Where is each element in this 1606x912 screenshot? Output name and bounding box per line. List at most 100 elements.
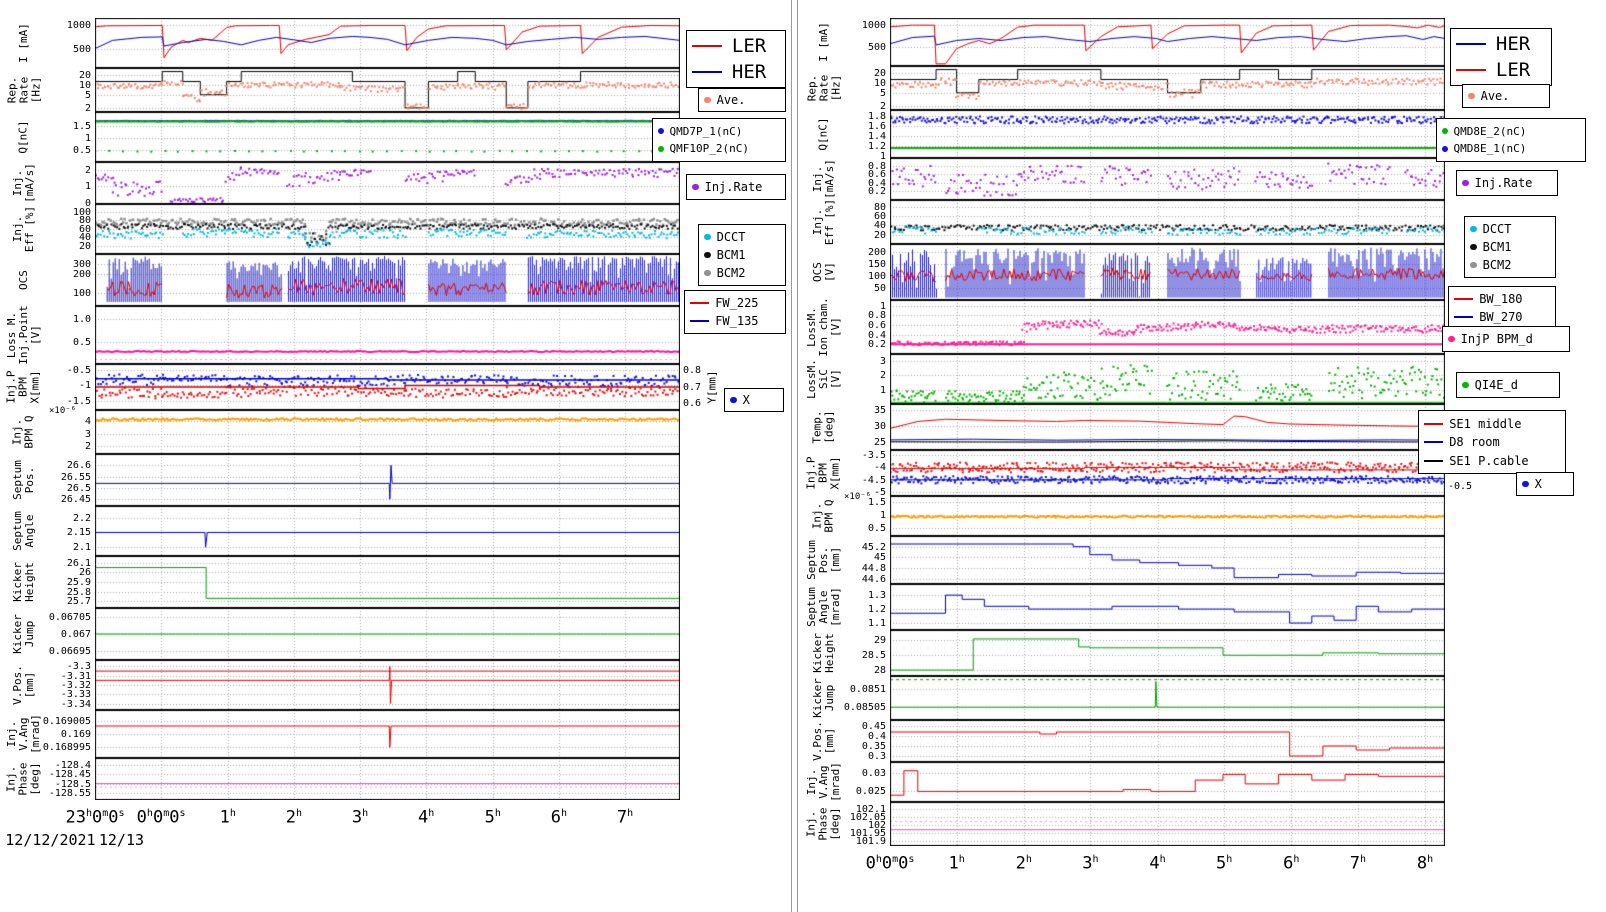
strip-chart-right-row-2: [890, 110, 1445, 158]
y-tick-label: 44.6: [861, 573, 886, 585]
y-tick-label: 26.5: [66, 482, 91, 494]
y-axis-label: Inj.P BPM X[mm]: [5, 370, 42, 404]
y-tick-label: 2.15: [66, 527, 91, 539]
legend-item: BCM2: [704, 266, 780, 280]
y-tick-label: 25.9: [66, 577, 91, 588]
legend-item: FW_225: [690, 296, 780, 310]
strip-chart-right-row-15: [890, 720, 1445, 762]
x-tick-label: 2h: [1015, 853, 1032, 874]
y-tick-label: 0.169: [60, 729, 91, 740]
dot-marker-icon: [704, 251, 711, 259]
y-axis-label: Inj. Phase [deg]: [805, 807, 842, 841]
legend-box-ler: LER HER: [686, 30, 786, 88]
legend-label: QMD7P_1(nC): [669, 124, 743, 138]
y-axis-label: Q[nC]: [17, 120, 30, 154]
y-tick-label: 0.08505: [843, 702, 886, 714]
y-tick-label: 50: [873, 283, 886, 295]
axis-scale-note: ×10⁻⁶: [844, 492, 872, 502]
legend-item: Ave.: [704, 93, 780, 107]
legend-item: BW_270: [1454, 310, 1550, 324]
strip-chart-left-row-1: [95, 68, 680, 112]
y-tick-label: 1.2: [867, 604, 886, 616]
y-tick-label: 1.8: [867, 110, 886, 122]
legend-box-dcct: DCCT BCM1 BCM2: [1464, 216, 1556, 278]
strip-chart-right-row-10: [890, 496, 1445, 536]
y-tick-label: -5: [873, 487, 886, 499]
legend-box-qmd7p-1-nc-: QMD7P_1(nC) QMF10P_2(nC): [652, 118, 786, 162]
dot-marker-icon: [1448, 335, 1455, 343]
y-axis-label: Inj. V.Ang [mrad]: [805, 762, 842, 802]
y-tick-label: 5: [879, 87, 886, 99]
line-marker-icon: [1454, 316, 1474, 318]
y-axis-label: OCS [V]: [811, 262, 836, 282]
legend-item: QI4E_d: [1462, 378, 1554, 392]
line-marker-icon: [690, 302, 710, 304]
legend-label: SE1 P.cable: [1449, 453, 1529, 468]
dot-marker-icon: [1470, 225, 1477, 233]
y-axis-label: Septum Angle [mrad]: [805, 587, 842, 627]
y-axis-label: V.Pos. [mm]: [11, 665, 36, 705]
strip-chart-right-row-12: [890, 584, 1445, 630]
right-axis-label: Y[mm]: [706, 370, 719, 404]
y-tick-label: 26: [78, 567, 91, 579]
y-tick-label: 5: [84, 89, 91, 101]
y-tick-label: 0.067: [60, 629, 91, 640]
y-tick-label: 60: [873, 211, 886, 223]
legend-label: X: [742, 393, 750, 407]
legend-item: QMD7P_1(nC): [658, 125, 780, 138]
y-tick-label: 10: [78, 79, 91, 91]
y-axis-label: V.Pos. [mm]: [811, 721, 836, 761]
dot-marker-icon: [704, 96, 711, 104]
dot-marker-icon: [1462, 381, 1469, 389]
strip-chart-right-row-16: [890, 762, 1445, 802]
y-tick-label: 1: [879, 510, 886, 522]
strip-chart-left-row-2: [95, 112, 680, 162]
y-axis-label: Inj. [mA/s]: [11, 163, 36, 203]
y-tick-label: -128.4: [54, 760, 91, 772]
y-tick-label: 0.8: [867, 310, 886, 322]
y-axis-label: Kicker Height: [811, 633, 836, 673]
strip-chart-left-row-5: [95, 254, 680, 306]
y-axis-label: Q[nC]: [817, 117, 830, 151]
y-tick-label: 2: [84, 102, 91, 114]
line-marker-icon: [1454, 298, 1474, 300]
y-tick-label: 4: [84, 416, 91, 428]
y-tick-label: 0.4: [867, 329, 886, 341]
legend-label: QMF10P_2(nC): [669, 142, 750, 156]
y-axis-label: Septum Pos. [mm]: [805, 540, 842, 580]
y-tick-label: 60: [78, 223, 91, 235]
line-marker-icon: [1456, 43, 1487, 46]
y-tick-label: 26.45: [60, 494, 91, 506]
legend-label: QMD8E_1(nC): [1453, 142, 1527, 156]
y-axis-label: LossM. SiC [V]: [805, 359, 842, 399]
line-marker-icon: [692, 45, 723, 48]
legend-label: Ave.: [716, 93, 746, 107]
y-tick-label: 1.6: [867, 120, 886, 132]
y-axis-label: Inj. Phase [deg]: [5, 762, 42, 796]
legend-label: DCCT: [716, 230, 746, 244]
legend-box-inj-rate: Inj.Rate: [1456, 170, 1558, 196]
y-tick-label: 20: [873, 229, 886, 241]
y-tick-label: 1.0: [72, 314, 91, 326]
y-tick-label: -1: [78, 380, 91, 392]
y-tick-label: 2: [84, 441, 91, 453]
y-tick-label: 3: [879, 356, 886, 368]
legend-label: Inj.Rate: [1474, 176, 1533, 190]
legend-box-bw-180: BW_180 BW_270: [1448, 286, 1556, 330]
strip-chart-right-row-17: [890, 802, 1445, 846]
y-tick-label: 0.45: [861, 721, 886, 732]
x-axis-date-label: 12/12/2021: [5, 831, 96, 849]
y-tick-label: 80: [873, 201, 886, 213]
strip-chart-right-row-6: [890, 300, 1445, 354]
dot-marker-icon: [1470, 243, 1477, 251]
x-tick-label: 6h: [550, 807, 568, 828]
legend-box-dcct: DCCT BCM1 BCM2: [698, 224, 786, 286]
y-tick-label: -3.3: [66, 661, 91, 673]
y-axis-label: I [mA]: [817, 22, 830, 62]
right-tick-label: 0.8: [683, 364, 702, 376]
strip-chart-left-row-3: [95, 162, 680, 204]
legend-label: BCM1: [1482, 240, 1512, 254]
y-tick-label: 10: [873, 77, 886, 89]
strip-chart-right-row-5: [890, 244, 1445, 300]
y-tick-label: 0.03: [861, 767, 886, 779]
